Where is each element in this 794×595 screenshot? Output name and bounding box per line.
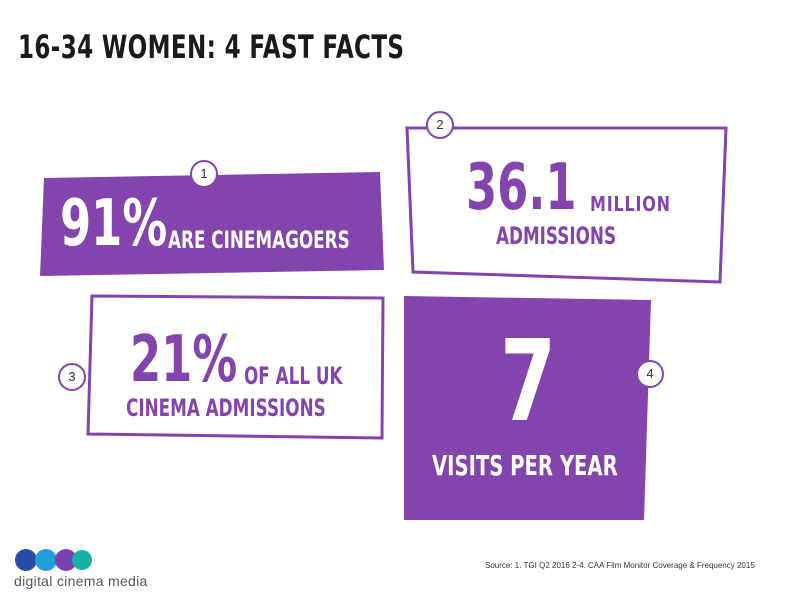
page-title: 16-34 WOMEN: 4 FAST FACTS [18, 28, 405, 66]
logo-wordmark: digital cinema media [14, 573, 148, 589]
fact-2-value: 36.1 [466, 151, 577, 225]
fact-4-panel [404, 296, 651, 520]
fact-3-label-line2: CINEMA ADMISSIONS [126, 394, 326, 422]
source-note: Source: 1. TGI Q2 2016 2-4. CAA Film Mon… [485, 561, 755, 570]
fact-3-panel [86, 294, 385, 440]
fact-1-badge: 1 [190, 160, 218, 188]
fact-1-value: 91% [60, 187, 168, 261]
fact-4-value: 7 [500, 317, 557, 447]
fact-4-badge: 4 [636, 360, 664, 388]
fact-2-panel [405, 126, 728, 284]
dcm-logo-icon [15, 549, 92, 571]
fact-2-badge: 2 [426, 111, 454, 139]
fact-2-unit: MILLION [590, 192, 671, 216]
fact-4-label: VISITS PER YEAR [432, 449, 618, 482]
fact-3-value: 21% [130, 323, 238, 397]
fact-3-badge: 3 [58, 363, 86, 391]
fact-1-panel [40, 172, 384, 276]
fact-1-label: ARE CINEMAGOERS [168, 226, 350, 254]
fact-3-label-line1: OF ALL UK [244, 362, 343, 390]
fact-2-label: ADMISSIONS [496, 222, 617, 250]
